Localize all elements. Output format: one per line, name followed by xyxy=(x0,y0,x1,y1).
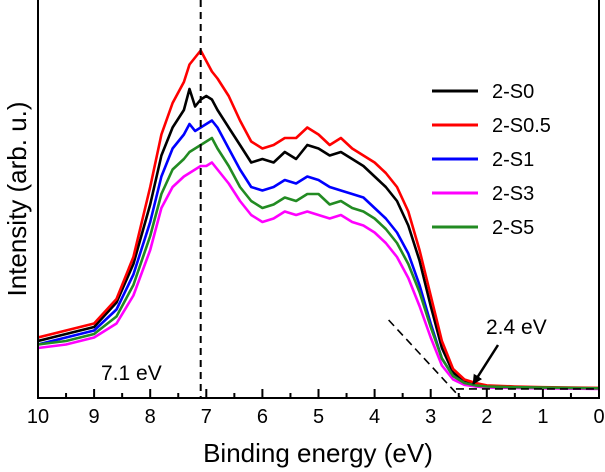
legend-label-2-s0-5: 2-S0.5 xyxy=(492,115,551,137)
legend-label-2-s5: 2-S5 xyxy=(492,217,534,239)
x-axis-ticks: 10 9 8 7 6 5 4 3 2 1 0 xyxy=(27,389,605,428)
x-tick-label-3: 3 xyxy=(425,406,436,428)
annotation-7-1-ev: 7.1 eV xyxy=(101,362,162,385)
x-tick-label-9: 9 xyxy=(89,406,100,428)
extrapolation-line-1 xyxy=(388,319,462,398)
x-tick-label-1: 1 xyxy=(537,406,548,428)
x-tick-label-6: 6 xyxy=(257,406,268,428)
x-tick-label-0: 0 xyxy=(593,406,604,428)
legend-label-2-s1: 2-S1 xyxy=(492,149,534,171)
series-line-2-s0-5 xyxy=(38,49,599,390)
series-line-2-s5 xyxy=(38,136,599,390)
x-tick-label-7: 7 xyxy=(201,406,212,428)
series-line-2-s0 xyxy=(38,87,599,390)
x-tick-label-8: 8 xyxy=(145,406,156,428)
legend-label-2-s3: 2-S3 xyxy=(492,183,534,205)
annotation-arrow xyxy=(472,344,500,385)
annotation-2-4-ev: 2.4 eV xyxy=(486,316,547,339)
x-tick-label-2: 2 xyxy=(481,406,492,428)
x-axis-title: Binding energy (eV) xyxy=(203,438,433,468)
x-tick-label-10: 10 xyxy=(27,406,49,428)
y-axis-title: Intensity (arb. u.) xyxy=(2,101,32,296)
reference-layer xyxy=(199,0,599,398)
x-tick-label-4: 4 xyxy=(369,406,380,428)
legend: 2-S0 2-S0.5 2-S1 2-S3 2-S5 xyxy=(432,81,551,239)
legend-label-2-s0: 2-S0 xyxy=(492,81,534,103)
series-line-2-s3 xyxy=(38,161,599,391)
series-layer xyxy=(38,49,599,391)
x-tick-label-5: 5 xyxy=(313,406,324,428)
